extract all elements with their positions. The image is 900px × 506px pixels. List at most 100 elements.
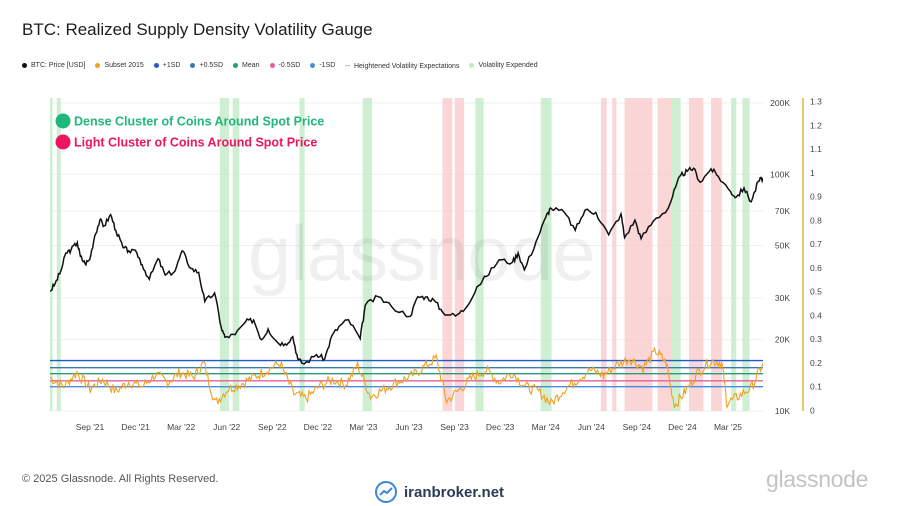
heightened-volatility-region [657, 98, 672, 411]
x-axis: Sep '21 Dec '21 Mar '22 Jun '22 Sep '22 Dec '… [76, 422, 743, 432]
x-tick-label: Sep '23 [440, 422, 469, 432]
heightened-volatility-region [442, 98, 453, 411]
annotations: Dense Cluster of Coins Around Spot Price… [55, 113, 324, 150]
legend-marker [190, 63, 196, 68]
y-axis-right: 0 0.1 0.2 0.3 0.4 0.5 0.6 0.7 0.8 0.9 1 1.1 1.2 1.3 [810, 97, 822, 416]
legend-item[interactable]: +1SD [153, 62, 181, 69]
heightened-volatility-region [612, 98, 617, 411]
annotation-label: Dense Cluster of Coins Around Spot Price [74, 115, 324, 129]
legend-label: +0.5SD [199, 62, 224, 69]
legend-label: Volatility Expended [478, 62, 538, 69]
volatility-expended-region [219, 98, 230, 411]
subset-2015-line [50, 346, 763, 410]
volatility-expended-region [232, 98, 240, 411]
y-left-tick-label: 30K [775, 293, 790, 303]
x-tick-label: Mar '25 [714, 422, 742, 432]
x-tick-label: Jun '23 [395, 422, 422, 432]
x-tick-label: Sep '21 [76, 422, 105, 432]
legend-item[interactable]: +0.5SD [190, 62, 223, 69]
chart-legend: BTC: Price [USD] Subset 2015 +1SD +0.5SD Mea… [22, 62, 548, 70]
annotation-marker [55, 113, 71, 129]
x-tick-label: Dec '23 [486, 422, 515, 432]
legend-label: BTC: Price [USD] [31, 62, 86, 69]
heightened-volatility-region [688, 98, 704, 411]
y-right-tick-label: 0.8 [810, 215, 822, 225]
annotation-marker [55, 134, 71, 150]
trend-chart-icon [375, 481, 397, 503]
heightened-volatility-region [711, 98, 722, 411]
legend-item[interactable]: Volatility Expended [469, 62, 538, 69]
legend-label: -1SD [319, 62, 336, 69]
x-tick-label: Mar '23 [349, 422, 377, 432]
copyright-text: © 2025 Glassnode. All Rights Reserved. [22, 473, 219, 485]
y-right-tick-label: 1.3 [810, 97, 822, 107]
sd-bands [50, 359, 763, 388]
legend-item[interactable]: -- Heightened Volatility Expectations [345, 63, 459, 70]
btc-price-line [50, 166, 763, 365]
y-left-tick-label: 10K [775, 406, 790, 416]
x-tick-label: Dec '21 [121, 422, 150, 432]
brand-logo: glassnode [766, 466, 869, 492]
x-tick-label: Sep '24 [623, 422, 652, 432]
y-right-tick-label: 1.1 [810, 144, 822, 154]
legend-marker [310, 63, 316, 68]
legend-label: +1SD [162, 62, 181, 69]
legend-marker [269, 63, 275, 68]
volatility-expended-region [742, 98, 750, 411]
y-right-tick-label: 0.2 [810, 358, 822, 368]
y-left-tick-label: 200K [770, 98, 790, 108]
watermark-text: iranbroker.net [404, 483, 505, 501]
legend-item[interactable]: -0.5SD [269, 62, 301, 69]
y-left-tick-label: 70K [775, 206, 790, 216]
y-right-tick-label: 0.4 [810, 310, 822, 320]
heightened-volatility-region [600, 98, 607, 411]
y-right-tick-label: 0.6 [810, 263, 822, 273]
x-tick-label: Dec '22 [304, 422, 333, 432]
y-right-tick-label: 0 [810, 406, 815, 416]
legend-marker [233, 63, 239, 68]
x-tick-label: Jun '24 [578, 422, 605, 432]
legend-item[interactable]: Mean [233, 62, 260, 69]
y-axis-left: 10K 20K 30K 50K 70K 100K 200K [770, 98, 790, 416]
y-right-tick-label: 0.1 [810, 382, 822, 392]
legend-label: -0.5SD [278, 62, 301, 69]
legend-marker [22, 63, 27, 68]
y-left-tick-label: 50K [775, 241, 790, 251]
legend-label: Mean [242, 62, 260, 69]
x-tick-label: Dec '24 [668, 422, 697, 432]
volatility-expended-region [731, 98, 737, 411]
volatility-expended-region [540, 98, 552, 411]
watermark: iranbroker.net [374, 480, 504, 504]
volatility-expended-region [50, 98, 53, 411]
legend-marker: -- [345, 63, 350, 70]
x-tick-label: Mar '24 [532, 422, 560, 432]
annotation-label: Light Cluster of Coins Around Spot Price [74, 136, 317, 150]
y-right-tick-label: 0.7 [810, 239, 822, 249]
legend-marker [153, 63, 159, 68]
legend-item[interactable]: BTC: Price [USD] [22, 62, 85, 69]
legend-marker [469, 63, 475, 68]
legend-item[interactable]: -1SD [310, 62, 335, 69]
x-tick-label: Jun '22 [213, 422, 240, 432]
y-right-tick-label: 0.5 [810, 287, 822, 297]
volatility-expended-region [362, 98, 373, 411]
x-tick-label: Sep '22 [258, 422, 287, 432]
chart-title: BTC: Realized Supply Density Volatility … [22, 20, 373, 39]
x-tick-label: Mar '22 [167, 422, 195, 432]
volatility-expended-region [671, 98, 681, 411]
y-right-tick-label: 0.3 [810, 334, 822, 344]
legend-item[interactable]: Subset 2015 [95, 62, 144, 69]
y-right-tick-label: 1.2 [810, 120, 822, 130]
y-right-tick-label: 0.9 [810, 192, 822, 202]
chart-svg: 10K 20K 30K 50K 70K 100K 200K 0 0.1 0.2 0.3 0.4 0.5… [50, 97, 822, 432]
legend-label: Subset 2015 [104, 62, 144, 69]
volatility-expended-region [56, 98, 61, 411]
volatility-expended-region [475, 98, 484, 411]
volatility-expended-region [299, 98, 305, 411]
y-right-tick-label: 1 [810, 168, 815, 178]
y-left-tick-label: 20K [775, 335, 790, 345]
heightened-volatility-region [454, 98, 465, 411]
legend-marker [95, 63, 101, 68]
shaded-regions [50, 98, 750, 411]
y-left-tick-label: 100K [770, 169, 790, 179]
